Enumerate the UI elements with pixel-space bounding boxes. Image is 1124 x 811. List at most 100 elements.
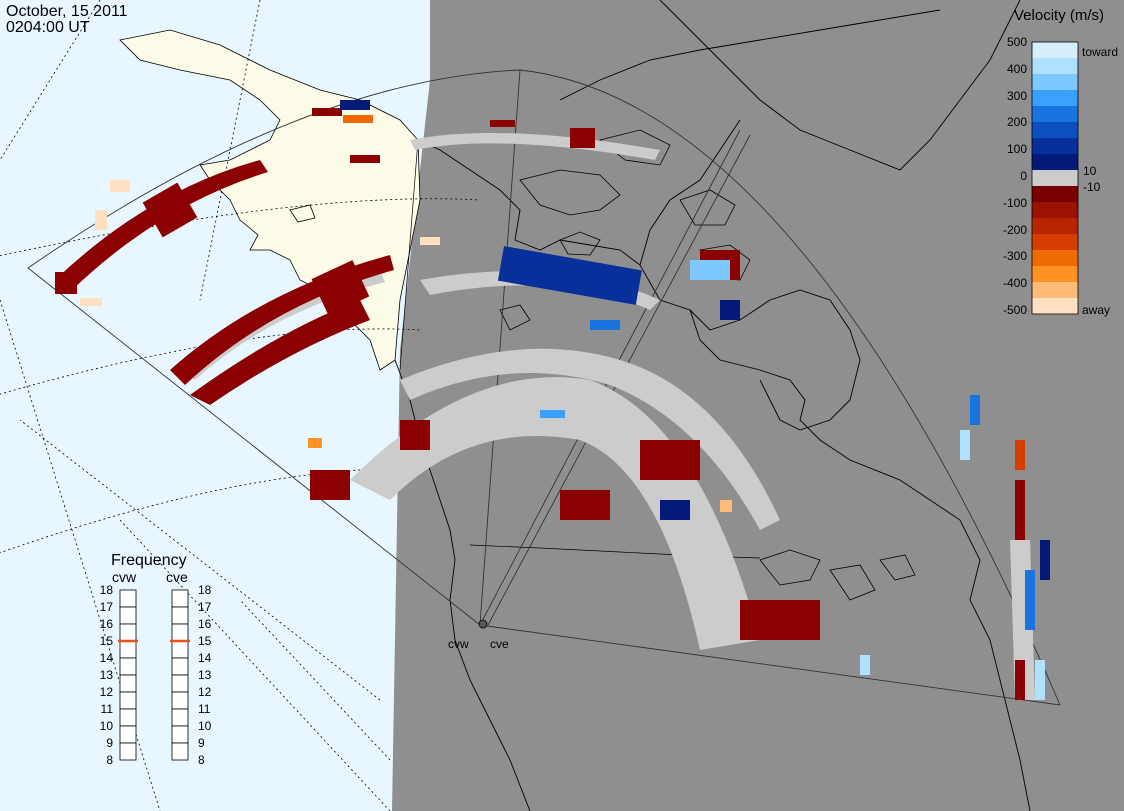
arctic-scatter-strip-3 [490,120,515,127]
cell-toward-5 [720,300,740,320]
velocity-tick-400: 400 [1007,62,1027,76]
radar-site-label-cvw: cvw [448,637,469,651]
alaska-border [399,139,419,371]
cell-toward-8 [1040,540,1050,580]
frequency-label-left: 11 [101,702,114,716]
frequency-cell-cvw-7 [119,708,137,727]
velocity-tick-0: 0 [1020,169,1027,183]
frequency-label-left: 17 [100,600,114,614]
cell-toward-2 [540,410,565,418]
velocity-tick-500: 500 [1007,35,1027,49]
velocity-tick-10: 10 [1083,164,1097,178]
frequency-cell-cve-2 [171,623,189,642]
cell-fast-away-6 [110,180,130,192]
west-coast-scatter-1 [310,470,350,500]
frequency-cell-cve-5 [171,674,189,693]
frequency-cell-cve-4 [171,657,189,676]
mid-band-scatter-1 [640,440,700,480]
cell-toward-3 [660,500,690,520]
great-lakes [759,549,916,601]
frequency-cell-cve-8 [171,725,189,744]
velocity-toward-label: toward [1082,45,1118,59]
cell-fast-away-1 [343,115,373,123]
frequency-radar-label-cvw: cvw [112,569,137,585]
frequency-label-left: 9 [106,736,113,750]
frequency-column-cve [170,589,190,761]
velocity-swatch-8 [1032,170,1078,187]
velocity-tick-200: 200 [1007,115,1027,129]
frequency-cell-cvw-6 [119,691,137,710]
velocity-swatch-7 [1032,154,1078,171]
beaufort-toward-block [497,246,642,305]
inner-band-scatter-1 [400,420,430,450]
velocity-swatch-0 [1032,42,1078,59]
cell-toward-7 [1025,570,1035,630]
alaska-scatter-block-2 [311,260,370,316]
velocity-swatch-11 [1032,218,1078,235]
alaska-scatter-band-3 [190,300,370,405]
night-side-region [392,0,1124,811]
frequency-label-right: 14 [198,651,212,665]
cell-toward-10 [960,430,970,460]
inner-band-scatter-2 [560,490,610,520]
frequency-label-right: 9 [198,736,205,750]
velocity-swatch-3 [1032,90,1078,107]
alaska-scatter-block-3 [55,272,77,294]
arctic-toward-strip [340,100,370,110]
velocity-tick-minus-10: -10 [1083,180,1101,194]
frequency-cell-cve-6 [171,691,189,710]
radar-sites: cvw cve [448,619,509,651]
frequency-cell-cvw-5 [119,674,137,693]
frequency-label-right: 10 [198,719,212,733]
frequency-cell-cve-7 [171,708,189,727]
velocity-away-label: away [1082,303,1110,317]
radar-site-label-cve: cve [490,637,509,651]
frequency-cell-cvw-3 [119,640,137,659]
frequency-label-left: 18 [100,583,114,597]
frequency-label-left: 13 [100,668,114,682]
velocity-cells-fast-away [80,115,1025,512]
cve-fov-outline [479,69,1061,706]
frequency-label-left: 10 [100,719,114,733]
frequency-label-right: 18 [198,583,212,597]
velocity-tick-minus-300: -300 [1003,249,1027,263]
velocity-tick-100: 100 [1007,142,1027,156]
frequency-cell-cvw-1 [119,606,137,625]
east-band-scatter-2 [1015,660,1025,700]
cell-toward-11 [860,655,870,675]
frequency-scale-right: 18 17 16 15 14 13 12 11 10 9 8 [198,583,212,767]
alaska-scatter-block-1 [142,182,198,238]
greenland-coast [659,0,1021,171]
velocity-cells-toward [340,100,1050,700]
frequency-column-cvw [118,589,138,761]
cell-fast-away-5 [95,210,107,230]
velocity-swatch-15 [1032,282,1078,299]
velocity-legend-title: Velocity (m/s) [1014,7,1104,24]
cell-toward-4 [690,260,730,280]
east-band-scatter-1 [1015,480,1025,540]
cell-fast-away-4 [720,500,732,512]
frequency-cell-cvw-0 [119,589,137,608]
velocity-swatch-10 [1032,202,1078,219]
velocity-tick-minus-500: -500 [1003,303,1027,317]
velocity-tick-minus-200: -200 [1003,223,1027,237]
ground-scatter-outer-band [400,348,780,530]
frequency-cell-cvw-9 [119,742,137,761]
frequency-label-left: 14 [100,651,114,665]
frequency-label-left: 12 [100,685,114,699]
frequency-label-right: 16 [198,617,212,631]
frequency-radar-label-cve: cve [166,569,188,585]
velocity-swatch-16 [1032,298,1078,315]
velocity-swatch-12 [1032,234,1078,251]
velocity-swatch-6 [1032,138,1078,155]
velocity-swatch-5 [1032,122,1078,139]
frequency-cell-cve-3 [171,640,189,659]
frequency-label-right: 12 [198,685,212,699]
frequency-cell-cve-0 [171,589,189,608]
radar-site-marker [478,619,488,629]
velocity-swatch-13 [1032,250,1078,267]
north-america-coastline [394,9,1031,811]
cell-toward-9 [1035,660,1045,700]
velocity-swatch-1 [1032,58,1078,75]
frequency-cell-cvw-2 [119,623,137,642]
